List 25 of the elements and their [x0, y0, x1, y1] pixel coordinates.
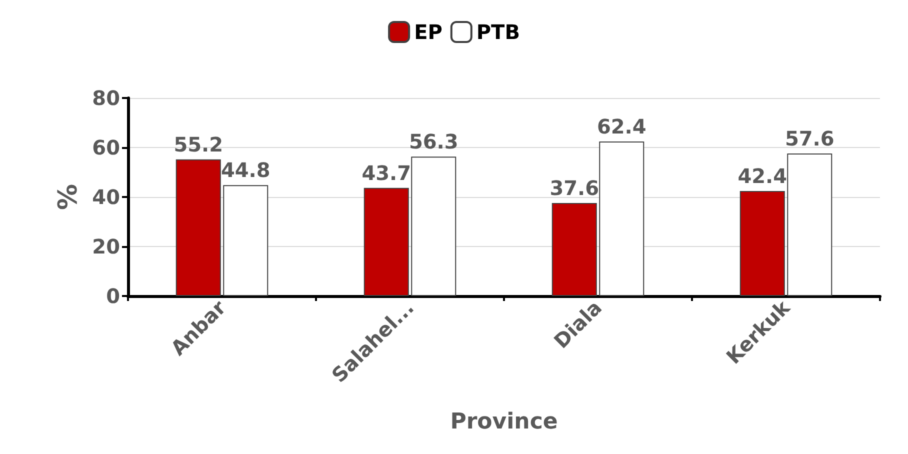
- bar: [223, 185, 268, 296]
- data-label: 57.6: [784, 126, 834, 150]
- y-tick-label: 80: [92, 86, 120, 110]
- data-label: 56.3: [408, 130, 458, 154]
- data-label: 44.8: [220, 158, 270, 182]
- legend-label: EP: [414, 20, 442, 44]
- data-label: 55.2: [174, 132, 224, 156]
- bar: [364, 188, 409, 296]
- bar: [411, 156, 456, 296]
- data-label: 37.6: [550, 176, 600, 200]
- bar: [740, 191, 785, 296]
- x-axis-title: Province: [450, 410, 558, 434]
- data-label: 42.4: [738, 164, 788, 188]
- y-tick-label: 0: [106, 284, 120, 308]
- data-label: 62.4: [596, 114, 646, 139]
- y-tick-label: 60: [92, 136, 120, 160]
- y-tick-label: 20: [92, 234, 120, 258]
- bar: [787, 153, 832, 296]
- bar: [176, 159, 221, 296]
- bar: [599, 142, 644, 296]
- bar: [552, 202, 597, 296]
- legend-label: PTB: [476, 20, 520, 44]
- y-tick-label: 40: [92, 185, 120, 209]
- y-axis-title: %: [53, 184, 84, 210]
- data-label: 43.7: [362, 160, 412, 185]
